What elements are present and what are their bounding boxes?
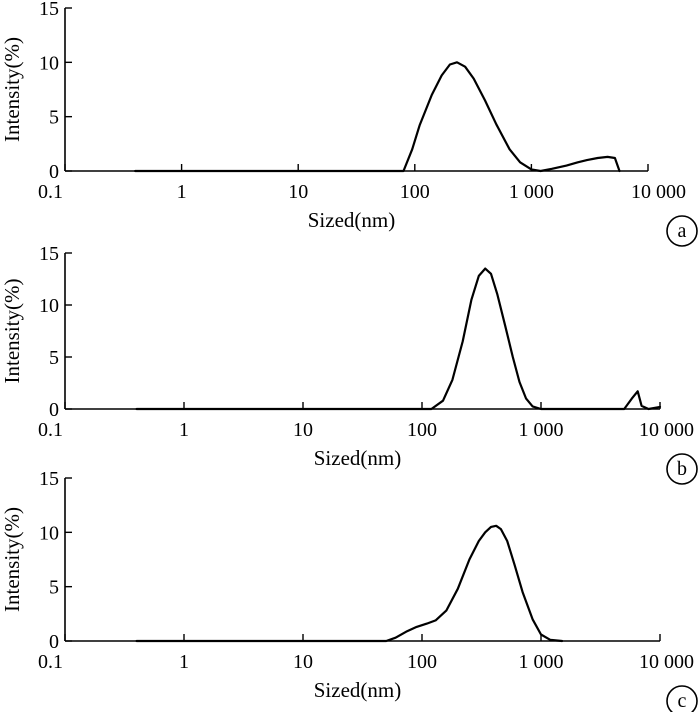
chart-panel-a: 0 5 10 15 0.1 1 10 100 1 000 10 000 Sized(nm) Inten… [0,0,698,247]
y-tick-label: 0 [49,161,59,183]
x-tick-label: 10 [288,181,308,203]
series-line-panel-a [134,61,621,173]
y-tick-label: 10 [39,295,59,317]
panel-badge [666,453,698,485]
y-tick-label: 5 [49,347,59,369]
y-tick-label: 0 [49,631,59,653]
chart-panel-b: 0 5 10 15 0.1 1 10 100 1 000 10 000 Sized(nm) Inten… [0,243,698,485]
x-tick-label: 0.1 [38,419,63,441]
x-tick-label: 10 [293,651,313,673]
chart-panel-c: 0 5 10 15 0.1 1 10 100 1 000 10 000 Sized(nm) Inten… [0,468,698,712]
x-tick-label: 100 [400,181,430,203]
x-tick-label: 10 000 [639,651,694,673]
panel-label: a [678,220,687,242]
x-tick-label: 0.1 [38,181,63,203]
x-tick-label: 1 [179,419,189,441]
panel-label: c [678,690,687,712]
x-tick-label: 1 000 [509,181,554,203]
y-tick-label: 10 [39,52,59,74]
x-tick-label: 1 [179,651,189,673]
series-line-panel-c [135,524,564,643]
y-tick-label: 15 [39,468,59,490]
y-axis-title: Intensity(%) [0,507,24,612]
y-tick-label: 0 [49,399,59,421]
x-tick-label: 100 [407,651,437,673]
x-tick-label: 1 000 [519,419,564,441]
y-axis-title: Intensity(%) [0,37,24,142]
x-axis-title: Sized(nm) [308,208,395,232]
panel-label: b [677,458,687,480]
x-tick-label: 100 [407,419,437,441]
x-tick-label: 0.1 [38,651,63,673]
panel-badge [666,685,698,712]
x-tick-label: 10 000 [639,419,694,441]
series-line-panel-b [135,267,662,411]
y-tick-label: 5 [49,107,59,129]
y-tick-label: 5 [49,577,59,599]
x-tick-label: 1 000 [519,651,564,673]
y-tick-label: 10 [39,522,59,544]
x-axis-title: Sized(nm) [314,678,401,702]
y-tick-label: 15 [39,0,59,20]
x-tick-label: 10 000 [631,181,686,203]
x-axis-title: Sized(nm) [314,446,401,470]
y-tick-label: 15 [39,243,59,265]
y-axis-title: Intensity(%) [0,279,24,384]
x-tick-label: 10 [293,419,313,441]
panel-badge [666,215,698,247]
x-tick-label: 1 [177,181,187,203]
